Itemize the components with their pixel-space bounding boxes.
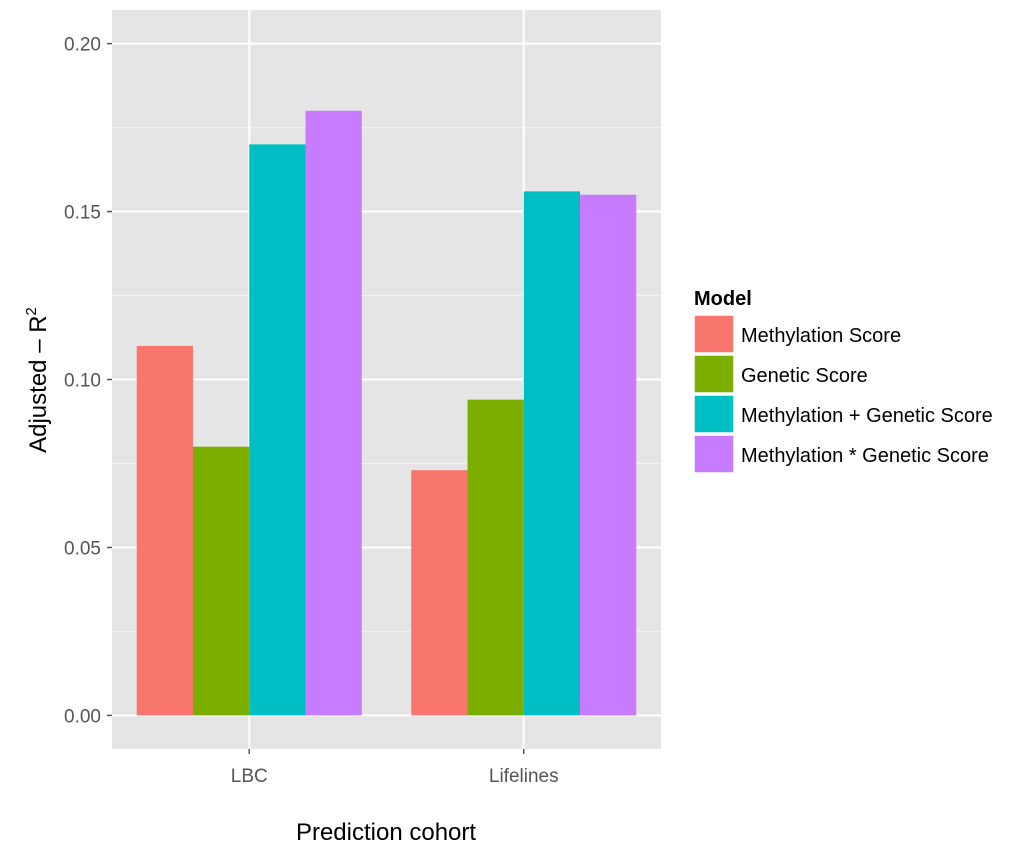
legend-label: Genetic Score xyxy=(741,365,868,387)
y-tick-label: 0.05 xyxy=(64,538,101,559)
y-tick-label: 0.10 xyxy=(64,371,101,392)
legend-label: Methylation Score xyxy=(741,325,901,347)
bars xyxy=(136,110,637,716)
y-axis-title-main: Adjusted – R xyxy=(25,315,52,452)
bar xyxy=(136,345,193,716)
x-tick-label: Lifelines xyxy=(489,766,559,787)
legend-label: Methylation * Genetic Score xyxy=(741,445,989,467)
legend-title: Model xyxy=(694,288,752,310)
legend-label: Methylation + Genetic Score xyxy=(741,405,993,427)
bar xyxy=(249,144,306,716)
y-tick-label: 0.20 xyxy=(64,35,101,56)
bar xyxy=(580,194,637,716)
legend-key xyxy=(693,394,735,434)
legend-items: Methylation Score Genetic Score Methylatio… xyxy=(693,314,993,474)
y-axis-title: Adjusted – R2 xyxy=(23,307,52,453)
bar xyxy=(411,470,468,716)
x-tick-label: LBC xyxy=(231,766,268,787)
x-axis: LBC Lifelines xyxy=(231,749,559,787)
x-axis-title: Prediction cohort xyxy=(296,819,476,845)
y-tick-label: 0.15 xyxy=(64,203,101,224)
y-axis-title-superscript: 2 xyxy=(23,307,40,315)
bar xyxy=(305,110,362,716)
legend-key xyxy=(693,354,735,394)
bar xyxy=(467,399,524,716)
bar xyxy=(192,446,250,716)
legend-key xyxy=(693,314,735,354)
bar xyxy=(523,191,581,716)
y-axis: 0.00 0.05 0.10 0.15 0.20 xyxy=(64,35,112,727)
y-tick-label: 0.00 xyxy=(64,706,101,727)
legend-key xyxy=(693,434,735,474)
